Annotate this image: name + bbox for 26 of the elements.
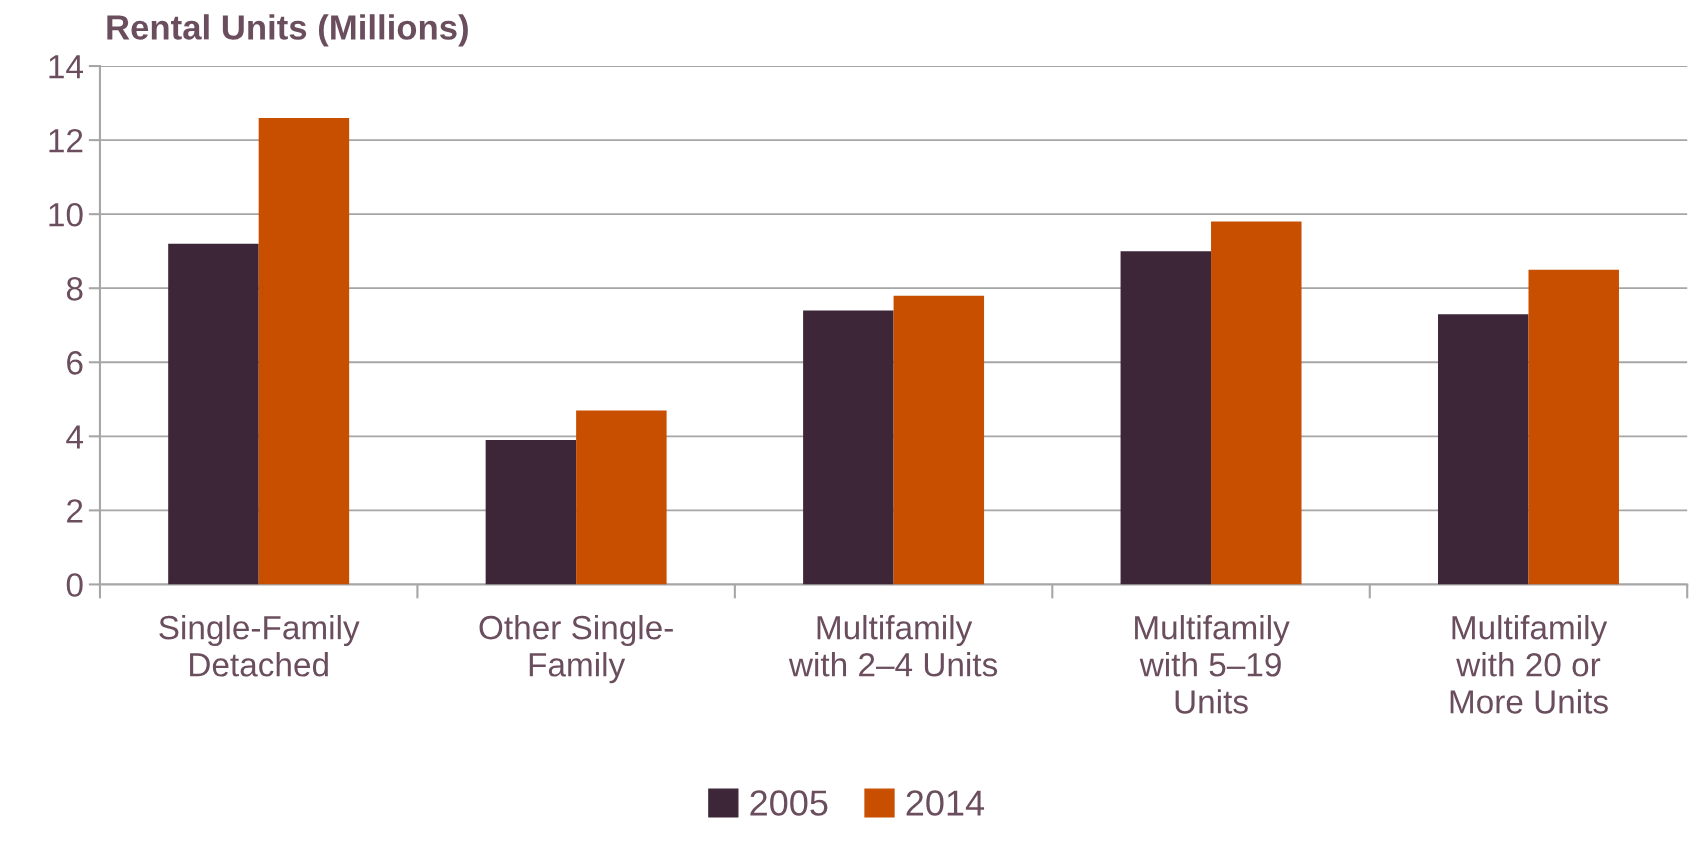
y-tick-label: 12 [49, 128, 83, 153]
legend-label: 2005 [750, 790, 828, 816]
bar [258, 117, 350, 585]
x-tick-label: Multifamily with 2–4 Units [788, 614, 998, 677]
y-tick-label: 4 [66, 425, 83, 449]
legend-label: 2014 [906, 790, 985, 816]
bar [803, 310, 894, 585]
chart-title: Rental Units (Millions) [107, 14, 468, 47]
bar [1528, 269, 1619, 585]
y-tick-label: 10 [49, 202, 83, 227]
y-tick-label: 0 [66, 573, 83, 597]
bar [1120, 251, 1212, 585]
bar [485, 440, 577, 585]
bar [893, 295, 985, 585]
y-tick-label: 6 [67, 351, 83, 375]
x-tick-label: Other Single- Family [479, 614, 673, 684]
bar [1211, 221, 1302, 585]
bar [576, 410, 667, 585]
x-tick-label: Multifamily with 5–19 Units [1135, 614, 1290, 714]
y-tick-label: 2 [67, 499, 83, 523]
bar [1438, 314, 1529, 585]
y-tick-label: 8 [66, 277, 83, 301]
x-tick-label: Single-Family Detached [159, 614, 360, 677]
bar [168, 243, 259, 585]
y-tick-label: 14 [49, 55, 83, 79]
x-tick-label: Multifamily with 20 or More Units [1450, 614, 1608, 714]
